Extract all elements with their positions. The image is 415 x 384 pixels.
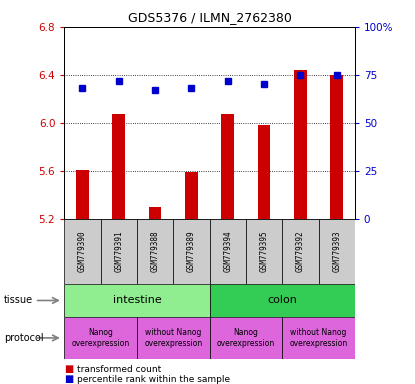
Text: colon: colon [267,295,297,306]
Text: tissue: tissue [4,295,33,306]
Text: GSM779388: GSM779388 [151,231,160,272]
Bar [221,114,234,219]
Bar [64,317,137,359]
Bar [137,219,173,284]
Text: protocol: protocol [4,333,44,343]
Bar [76,170,89,219]
Bar [210,284,355,317]
Bar [64,219,101,284]
Bar [173,219,210,284]
Text: GSM779389: GSM779389 [187,231,196,272]
Text: transformed count: transformed count [77,365,161,374]
Text: ■: ■ [64,364,73,374]
Bar [319,219,355,284]
Text: ■: ■ [64,374,73,384]
Bar [64,284,210,317]
Bar [149,207,161,219]
Bar [330,75,343,219]
Bar [137,317,210,359]
Bar [294,70,307,219]
Text: Nanog
overexpression: Nanog overexpression [71,328,130,348]
Text: GSM779394: GSM779394 [223,231,232,272]
Bar [112,114,125,219]
Text: without Nanog
overexpression: without Nanog overexpression [144,328,203,348]
Bar [100,219,137,284]
Bar [258,125,271,219]
Text: GSM779391: GSM779391 [114,231,123,272]
Text: GSM779392: GSM779392 [296,231,305,272]
Title: GDS5376 / ILMN_2762380: GDS5376 / ILMN_2762380 [128,11,291,24]
Text: GSM779390: GSM779390 [78,231,87,272]
Bar [246,219,282,284]
Text: Nanog
overexpression: Nanog overexpression [217,328,275,348]
Bar [210,219,246,284]
Text: GSM779393: GSM779393 [332,231,341,272]
Bar [282,219,319,284]
Text: intestine: intestine [112,295,161,306]
Text: GSM779395: GSM779395 [259,231,269,272]
Bar [210,317,282,359]
Bar [185,172,198,219]
Text: percentile rank within the sample: percentile rank within the sample [77,375,230,384]
Bar [282,317,355,359]
Text: without Nanog
overexpression: without Nanog overexpression [289,328,348,348]
